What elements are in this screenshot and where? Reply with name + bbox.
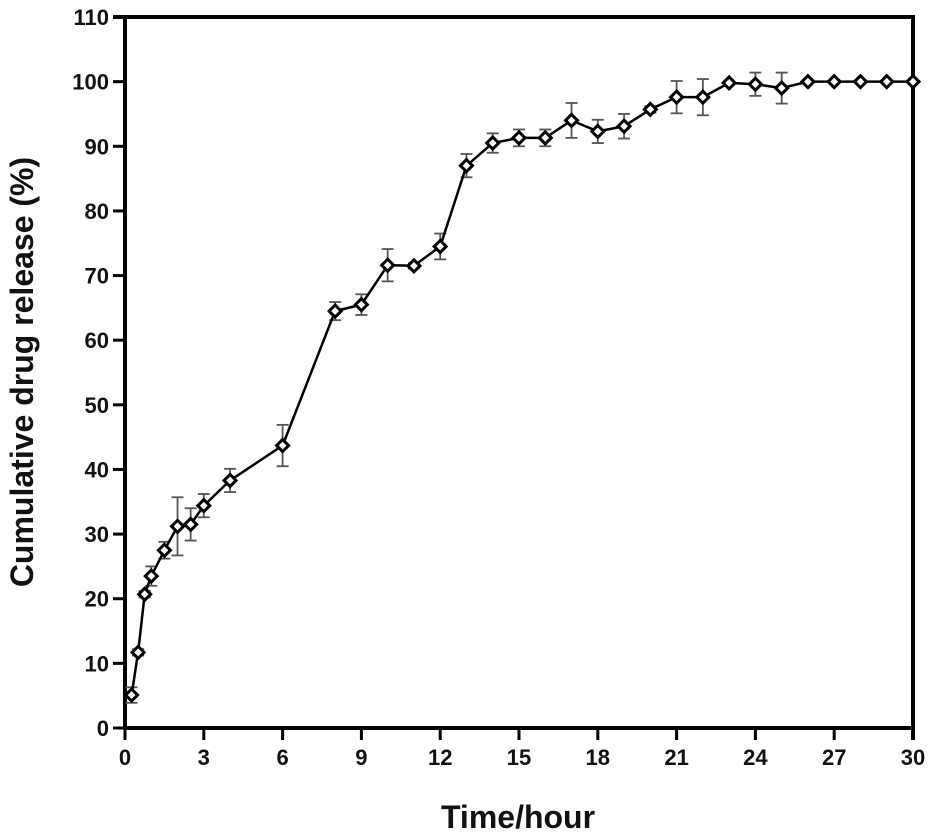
- data-point-diamond-icon: [537, 129, 554, 146]
- x-tick-label: 15: [507, 745, 531, 770]
- x-tick-label: 21: [664, 745, 688, 770]
- data-point-diamond-icon: [563, 112, 580, 129]
- x-tick-label: 3: [198, 745, 210, 770]
- x-axis-title: Time/hour: [441, 799, 595, 835]
- data-point-diamond-icon: [221, 472, 239, 489]
- y-tick-label: 60: [85, 328, 109, 353]
- y-axis-title: Cumulative drug release (%): [4, 157, 40, 587]
- x-tick-label: 12: [428, 745, 452, 770]
- data-point-diamond-icon: [156, 542, 173, 559]
- error-bars: [125, 71, 788, 704]
- x-tick-label: 24: [743, 745, 768, 770]
- data-point-diamond-icon: [878, 73, 895, 90]
- x-axis-ticks: 0 3 6 9 12 15 18 21 24 27 30: [119, 728, 925, 770]
- x-tick-label: 18: [586, 745, 610, 770]
- data-line: [130, 80, 913, 696]
- x-tick-label: 6: [276, 745, 288, 770]
- data-point-diamond-icon: [615, 118, 633, 135]
- y-tick-label: 20: [85, 587, 109, 612]
- data-point-diamond-icon: [589, 123, 606, 140]
- y-tick-label: 50: [85, 393, 109, 418]
- data-point-diamond-icon: [123, 686, 140, 704]
- data-point-diamond-icon: [169, 518, 186, 535]
- data-point-diamond-icon: [458, 157, 475, 174]
- data-point-diamond-icon: [143, 567, 160, 585]
- data-point-diamond-icon: [327, 302, 344, 320]
- x-tick-label: 30: [901, 745, 925, 770]
- x-tick-label: 9: [355, 745, 367, 770]
- data-point-diamond-icon: [747, 76, 764, 93]
- data-point-diamond-icon: [432, 238, 449, 255]
- data-point-diamond-icon: [379, 257, 396, 274]
- data-point-diamond-icon: [721, 74, 738, 92]
- data-point-diamond-icon: [136, 586, 153, 603]
- data-point-diamond-icon: [668, 89, 685, 106]
- y-tick-label: 10: [85, 651, 109, 676]
- y-axis-ticks: 0 10 20 30 40 50 60 70 80 90 100 110: [72, 5, 125, 741]
- y-tick-label: 0: [97, 716, 109, 741]
- data-point-diamond-icon: [904, 73, 922, 90]
- y-tick-label: 90: [85, 134, 109, 159]
- plot-frame: [113, 15, 915, 740]
- y-tick-label: 110: [74, 5, 110, 30]
- data-point-diamond-icon: [642, 101, 659, 118]
- x-tick-label: 27: [822, 745, 846, 770]
- data-point-diamond-icon: [852, 73, 869, 90]
- data-point-diamond-icon: [826, 73, 843, 90]
- x-tick-label: 0: [119, 745, 131, 770]
- data-point-diamond-icon: [405, 257, 423, 274]
- data-point-diamond-icon: [773, 79, 790, 97]
- y-tick-label: 100: [72, 70, 109, 95]
- y-tick-label: 70: [85, 264, 109, 289]
- y-tick-label: 80: [85, 199, 109, 224]
- data-point-diamond-icon: [510, 129, 528, 146]
- data-point-diamond-icon: [274, 437, 291, 454]
- data-point-diamond-icon: [799, 73, 817, 90]
- data-point-diamond-icon: [130, 644, 147, 661]
- data-markers: [123, 73, 922, 704]
- data-point-diamond-icon: [182, 516, 199, 533]
- data-point-diamond-icon: [484, 134, 501, 152]
- data-point-diamond-icon: [353, 296, 370, 313]
- data-point-diamond-icon: [694, 89, 711, 106]
- y-tick-label: 40: [85, 457, 109, 482]
- y-tick-label: 30: [85, 522, 109, 547]
- data-point-diamond-icon: [195, 497, 212, 514]
